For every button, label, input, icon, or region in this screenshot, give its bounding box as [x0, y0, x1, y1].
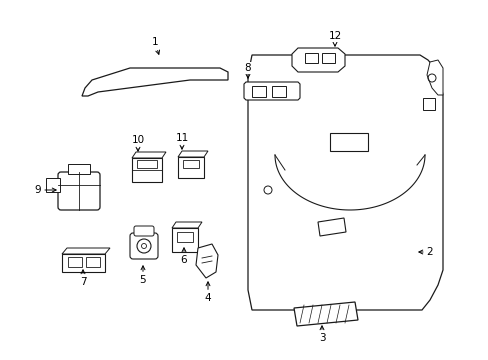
- Polygon shape: [82, 68, 227, 96]
- Polygon shape: [132, 152, 165, 158]
- Polygon shape: [172, 228, 198, 252]
- Bar: [321, 53, 334, 63]
- FancyBboxPatch shape: [130, 233, 158, 259]
- Polygon shape: [196, 244, 218, 278]
- FancyBboxPatch shape: [58, 172, 100, 210]
- Polygon shape: [291, 48, 345, 72]
- Bar: [271, 86, 285, 97]
- Polygon shape: [178, 157, 203, 178]
- Bar: [422, 98, 434, 110]
- Polygon shape: [62, 248, 110, 254]
- Polygon shape: [293, 302, 357, 326]
- Text: 12: 12: [328, 31, 341, 46]
- Polygon shape: [62, 254, 105, 272]
- Polygon shape: [317, 218, 346, 236]
- Polygon shape: [132, 158, 162, 182]
- Bar: [68, 257, 82, 267]
- Polygon shape: [178, 151, 207, 157]
- Text: 3: 3: [318, 326, 325, 343]
- Text: 5: 5: [140, 266, 146, 285]
- Polygon shape: [172, 222, 202, 228]
- Bar: [305, 53, 317, 63]
- Polygon shape: [247, 55, 442, 310]
- Polygon shape: [426, 60, 442, 95]
- Text: 7: 7: [80, 270, 86, 287]
- Bar: [46, 178, 60, 192]
- Text: 9: 9: [35, 185, 56, 195]
- Bar: [86, 257, 100, 267]
- Bar: [177, 232, 193, 242]
- FancyBboxPatch shape: [134, 226, 154, 236]
- Text: 11: 11: [175, 133, 188, 149]
- Text: 1: 1: [151, 37, 159, 54]
- Bar: [251, 86, 265, 97]
- Text: 2: 2: [418, 247, 432, 257]
- Text: 8: 8: [244, 63, 251, 78]
- Text: 6: 6: [181, 248, 187, 265]
- Bar: [183, 160, 199, 168]
- Bar: [329, 133, 367, 151]
- Bar: [68, 164, 90, 174]
- Polygon shape: [244, 82, 299, 100]
- Text: 4: 4: [204, 282, 211, 303]
- Text: 10: 10: [131, 135, 144, 151]
- Bar: [137, 160, 157, 168]
